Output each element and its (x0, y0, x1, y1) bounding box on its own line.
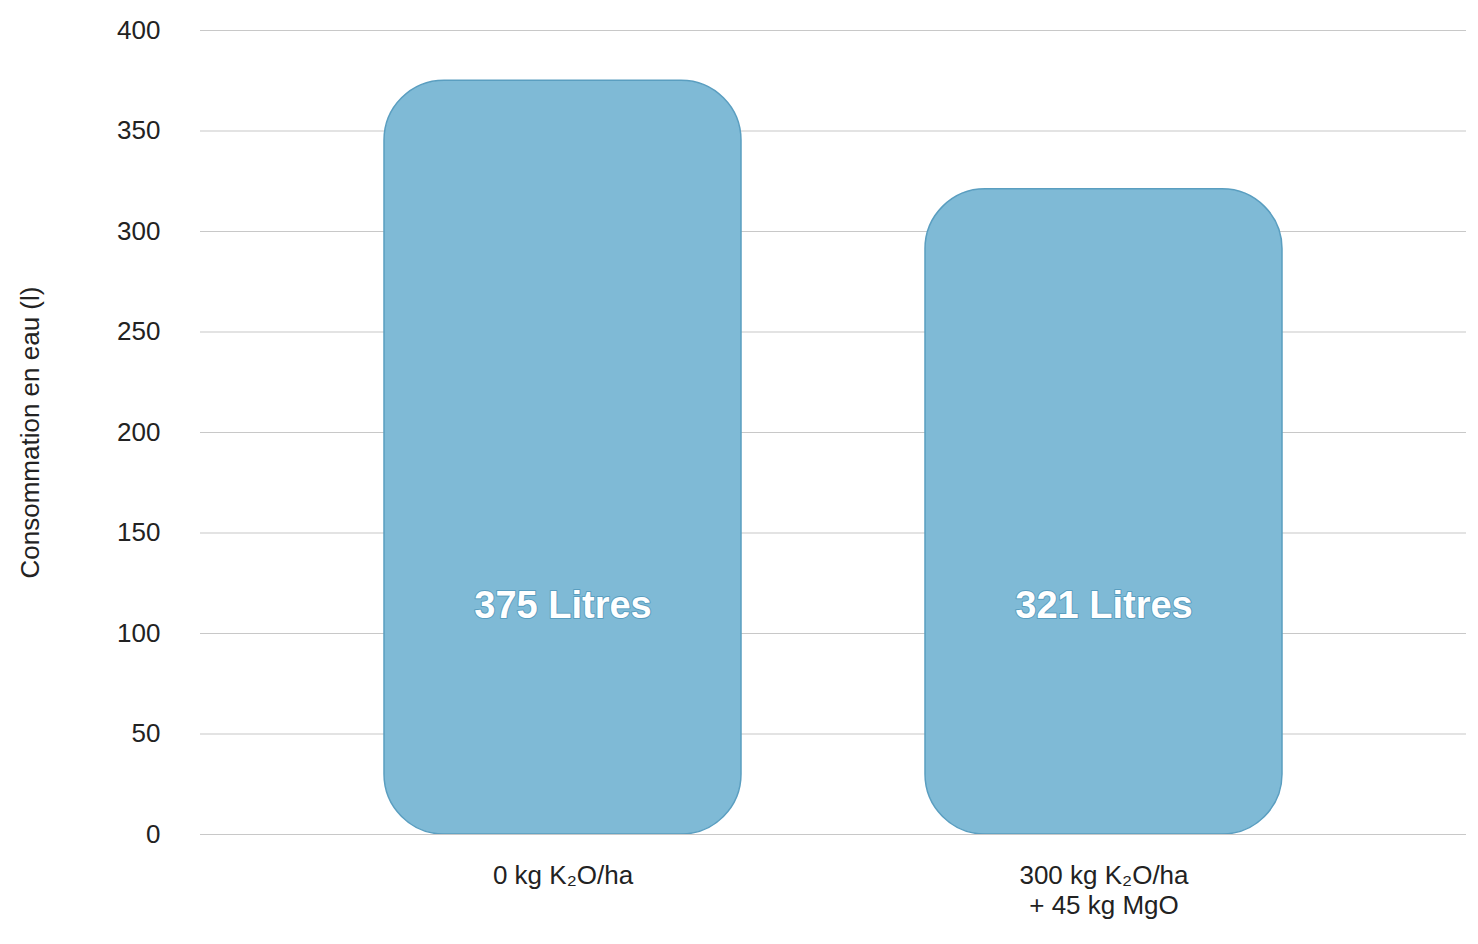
svg-text:0 kg K₂O/ha: 0 kg K₂O/ha (493, 860, 634, 890)
svg-text:50: 50 (132, 718, 161, 748)
svg-text:250: 250 (117, 316, 160, 346)
svg-text:375 Litres: 375 Litres (474, 584, 651, 626)
svg-text:400: 400 (117, 15, 160, 45)
svg-text:300 kg K₂O/ha+ 45 kg MgO: 300 kg K₂O/ha+ 45 kg MgO (1019, 860, 1189, 920)
svg-text:200: 200 (117, 417, 160, 447)
svg-text:0: 0 (146, 819, 160, 849)
svg-text:100: 100 (117, 618, 160, 648)
svg-text:150: 150 (117, 517, 160, 547)
svg-text:300: 300 (117, 216, 160, 246)
svg-text:Consommation en eau (l): Consommation en eau (l) (15, 287, 45, 579)
svg-text:350: 350 (117, 115, 160, 145)
svg-text:321 Litres: 321 Litres (1015, 584, 1192, 626)
